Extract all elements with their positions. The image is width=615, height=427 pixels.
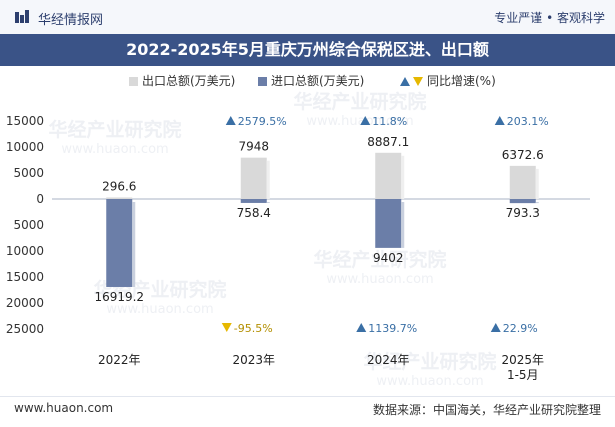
import-value-label: 758.4 xyxy=(237,206,271,220)
export-growth-label: 11.8% xyxy=(372,115,407,128)
bar-export-shadow xyxy=(266,160,270,199)
watermark-text: 华经产业研究院 xyxy=(363,350,496,373)
title-bar xyxy=(0,34,615,66)
growth-up-triangle-icon xyxy=(490,323,501,332)
legend-down-triangle-icon xyxy=(413,77,423,86)
import-growth-label: 1139.7% xyxy=(368,322,417,335)
y-tick-label: 10000 xyxy=(6,140,44,154)
bar-export xyxy=(375,152,402,199)
y-tick-label: 10000 xyxy=(6,244,44,258)
legend-up-triangle-icon xyxy=(400,77,410,86)
y-tick-label: 15000 xyxy=(6,270,44,284)
watermark-url: www.huaon.com xyxy=(376,374,483,389)
watermark-url: www.huaon.com xyxy=(61,142,168,157)
bar-export-shadow xyxy=(401,155,405,199)
bar-import xyxy=(509,199,536,204)
chart-title: 2022-2025年5月重庆万州综合保税区进、出口额 xyxy=(126,40,489,59)
export-value-label: 296.6 xyxy=(102,179,136,193)
bar-export xyxy=(106,197,133,199)
footer-divider xyxy=(0,396,615,397)
slogan: 专业严谨 • 客观科学 xyxy=(494,11,605,25)
watermark-url: www.huaon.com xyxy=(306,114,413,129)
growth-up-triangle-icon xyxy=(360,116,371,125)
x-tick-label: 1-5月 xyxy=(507,368,539,382)
bar-import xyxy=(375,199,402,248)
y-tick-label: 0 xyxy=(36,192,44,206)
watermark-text: 华经产业研究院 xyxy=(48,118,181,141)
watermark-text: 华经产业研究院 xyxy=(313,248,446,271)
import-value-label: 793.3 xyxy=(506,206,540,220)
import-growth-label: 22.9% xyxy=(503,322,538,335)
export-growth-label: 2579.5% xyxy=(238,115,287,128)
bar-import-shadow xyxy=(401,202,405,248)
legend-label-import: 进口总额(万美元) xyxy=(271,74,364,88)
x-tick-label: 2023年 xyxy=(232,353,275,367)
import-value-label: 9402 xyxy=(373,251,404,265)
export-value-label: 7948 xyxy=(238,140,269,154)
x-tick-label: 2025年 xyxy=(501,353,544,367)
watermark-url: www.huaon.com xyxy=(326,272,433,287)
bar-import xyxy=(106,199,133,287)
legend-label-growth: 同比增速(%) xyxy=(427,74,496,88)
chart: 华经产业研究院www.huaon.com华经产业研究院www.huaon.com… xyxy=(6,74,590,389)
export-growth-label: 203.1% xyxy=(507,115,549,128)
growth-up-triangle-icon xyxy=(494,116,505,125)
growth-up-triangle-icon xyxy=(225,116,236,125)
watermark-url: www.huaon.com xyxy=(106,302,213,317)
footer-url[interactable]: www.huaon.com xyxy=(14,401,114,415)
x-tick-label: 2022年 xyxy=(98,353,141,367)
import-value-label: 16919.2 xyxy=(94,290,144,304)
top-bar: 华经情报网 专业严谨 • 客观科学 xyxy=(0,0,615,34)
export-value-label: 8887.1 xyxy=(367,135,409,149)
bar-export-shadow xyxy=(535,168,539,199)
watermark-text: 华经产业研究院 xyxy=(293,90,426,113)
growth-up-triangle-icon xyxy=(356,323,367,332)
y-tick-label: 5000 xyxy=(13,218,44,232)
x-tick-label: 2024年 xyxy=(367,353,410,367)
bar-import-shadow xyxy=(535,202,539,204)
legend-swatch-export xyxy=(129,77,138,86)
import-growth-label: -95.5% xyxy=(234,322,273,335)
bar-export xyxy=(509,165,536,199)
y-tick-label: 25000 xyxy=(6,322,44,336)
legend-label-export: 出口总额(万美元) xyxy=(142,74,235,88)
bar-import xyxy=(240,199,267,203)
legend-swatch-import xyxy=(258,77,267,86)
y-tick-label: 5000 xyxy=(13,166,44,180)
brand-name[interactable]: 华经情报网 xyxy=(38,13,104,28)
y-tick-label: 20000 xyxy=(6,296,44,310)
growth-down-triangle-icon xyxy=(221,323,232,332)
y-tick-label: 15000 xyxy=(6,114,44,128)
huajing-logo-icon xyxy=(15,10,29,23)
bar-import-shadow xyxy=(266,202,270,203)
bar-import-shadow xyxy=(132,202,136,287)
bar-export xyxy=(240,157,267,199)
export-value-label: 6372.6 xyxy=(502,148,544,162)
footer-source: 数据来源：中国海关，华经产业研究院整理 xyxy=(372,403,601,417)
